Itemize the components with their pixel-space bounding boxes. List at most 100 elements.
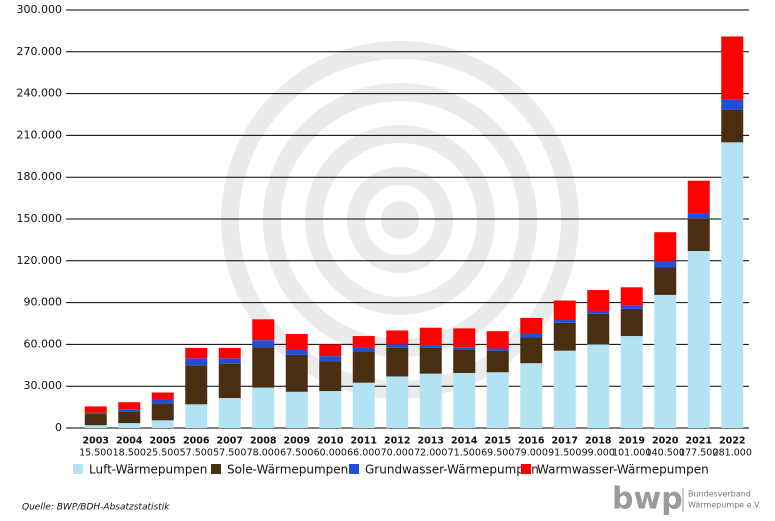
y-tick-label: 0 [55,421,62,434]
bar-segment [419,347,442,374]
bar-segment [151,399,174,404]
bar-segment [654,232,677,261]
bar-segment [587,310,610,314]
x-tick-label: 2020 [652,436,679,447]
bar-segment [486,350,509,373]
legend-label: Grundwasser-Wärmepumpen [365,463,539,477]
bar-segment [386,344,409,348]
logo-mark: bwp [612,482,683,517]
logo-line2: Wärmepumpe e.V. [688,501,761,510]
bar-segment [84,414,107,426]
bar-segment [520,317,543,334]
y-tick-label: 300.000 [17,3,63,16]
bar-segment [654,260,677,268]
bar-segment [587,290,610,311]
bar-segment [319,391,342,428]
total-label: 60.000 [314,448,347,459]
total-label: 70.000 [381,448,414,459]
total-label: 67.500 [280,448,313,459]
legend-swatch [521,464,531,474]
bar-segment [118,411,141,424]
bar-segment [319,356,342,362]
bar-segment [118,402,141,410]
bar-segment [185,365,208,405]
bar-segment [285,333,308,350]
bar-segment [386,376,409,428]
y-tick-label: 120.000 [17,254,63,267]
total-label: 140.500 [646,448,685,459]
bar-segment [84,412,107,415]
y-tick-label: 240.000 [17,87,63,100]
bar-segment [386,347,409,377]
bar-segment [654,294,677,428]
bar-segment [218,363,241,399]
bar-segment [252,387,275,428]
x-tick-label: 2018 [585,436,612,447]
total-label: 71.500 [448,448,481,459]
x-tick-label: 2019 [619,436,645,447]
x-tick-label: 2007 [217,436,243,447]
bar-segment [319,344,342,357]
x-tick-label: 2021 [686,436,712,447]
total-label: 177.500 [679,448,718,459]
x-tick-label: 2011 [351,436,377,447]
logo-line1: Bundesverband [688,490,751,499]
bar-segment [553,322,576,351]
bar-segment [486,348,509,351]
bar-segment [218,398,241,428]
x-tick-label: 2009 [284,436,310,447]
total-label: 99.000 [582,448,615,459]
bar-segment [352,382,375,428]
bar-segment [687,180,710,214]
bar-segment [218,358,241,364]
total-label: 57.500 [213,448,246,459]
y-tick-label: 30.000 [24,379,63,392]
x-tick-label: 2010 [317,436,344,447]
bar-segment [118,409,141,412]
total-label: 281.000 [713,448,752,459]
bar-segment [285,349,308,355]
y-tick-label: 180.000 [17,170,63,183]
x-tick-label: 2012 [384,436,410,447]
x-tick-label: 2013 [418,436,444,447]
total-label: 57.500 [180,448,213,459]
bar-segment [721,109,744,143]
bar-segment [453,328,476,348]
bar-segment [285,354,308,392]
bar-segment [486,372,509,428]
y-tick-label: 210.000 [17,128,63,141]
bar-segment [151,403,174,421]
legend-swatch [73,464,83,474]
x-tick-label: 2008 [250,436,277,447]
y-tick-label: 60.000 [24,337,63,350]
bar-segment [352,351,375,383]
bar-segment [151,392,174,400]
bar-segment [721,142,744,428]
bar-segment [453,349,476,373]
bar-segment [687,218,710,252]
bar-segment [687,213,710,219]
x-tick-label: 2017 [552,436,578,447]
legend-label: Luft-Wärmepumpen [89,463,207,477]
bar-segment [486,331,509,349]
x-tick-label: 2005 [150,436,176,447]
x-tick-label: 2006 [183,436,210,447]
bar-segment [185,347,208,359]
bar-segment [520,363,543,428]
bar-segment [587,344,610,428]
bar-segment [654,267,677,295]
bar-segment [252,347,275,388]
total-label: 18.500 [113,448,146,459]
bar-segment [352,347,375,352]
bar-segment [285,391,308,428]
legend-swatch [211,464,221,474]
bar-segment [687,251,710,428]
total-label: 101.000 [612,448,651,459]
bar-segment [151,420,174,428]
total-label: 66.000 [347,448,380,459]
bar-segment [84,425,107,428]
bar-segment [118,423,141,428]
bar-segment [419,345,442,348]
y-tick-label: 150.000 [17,212,63,225]
bar-segment [419,327,442,346]
